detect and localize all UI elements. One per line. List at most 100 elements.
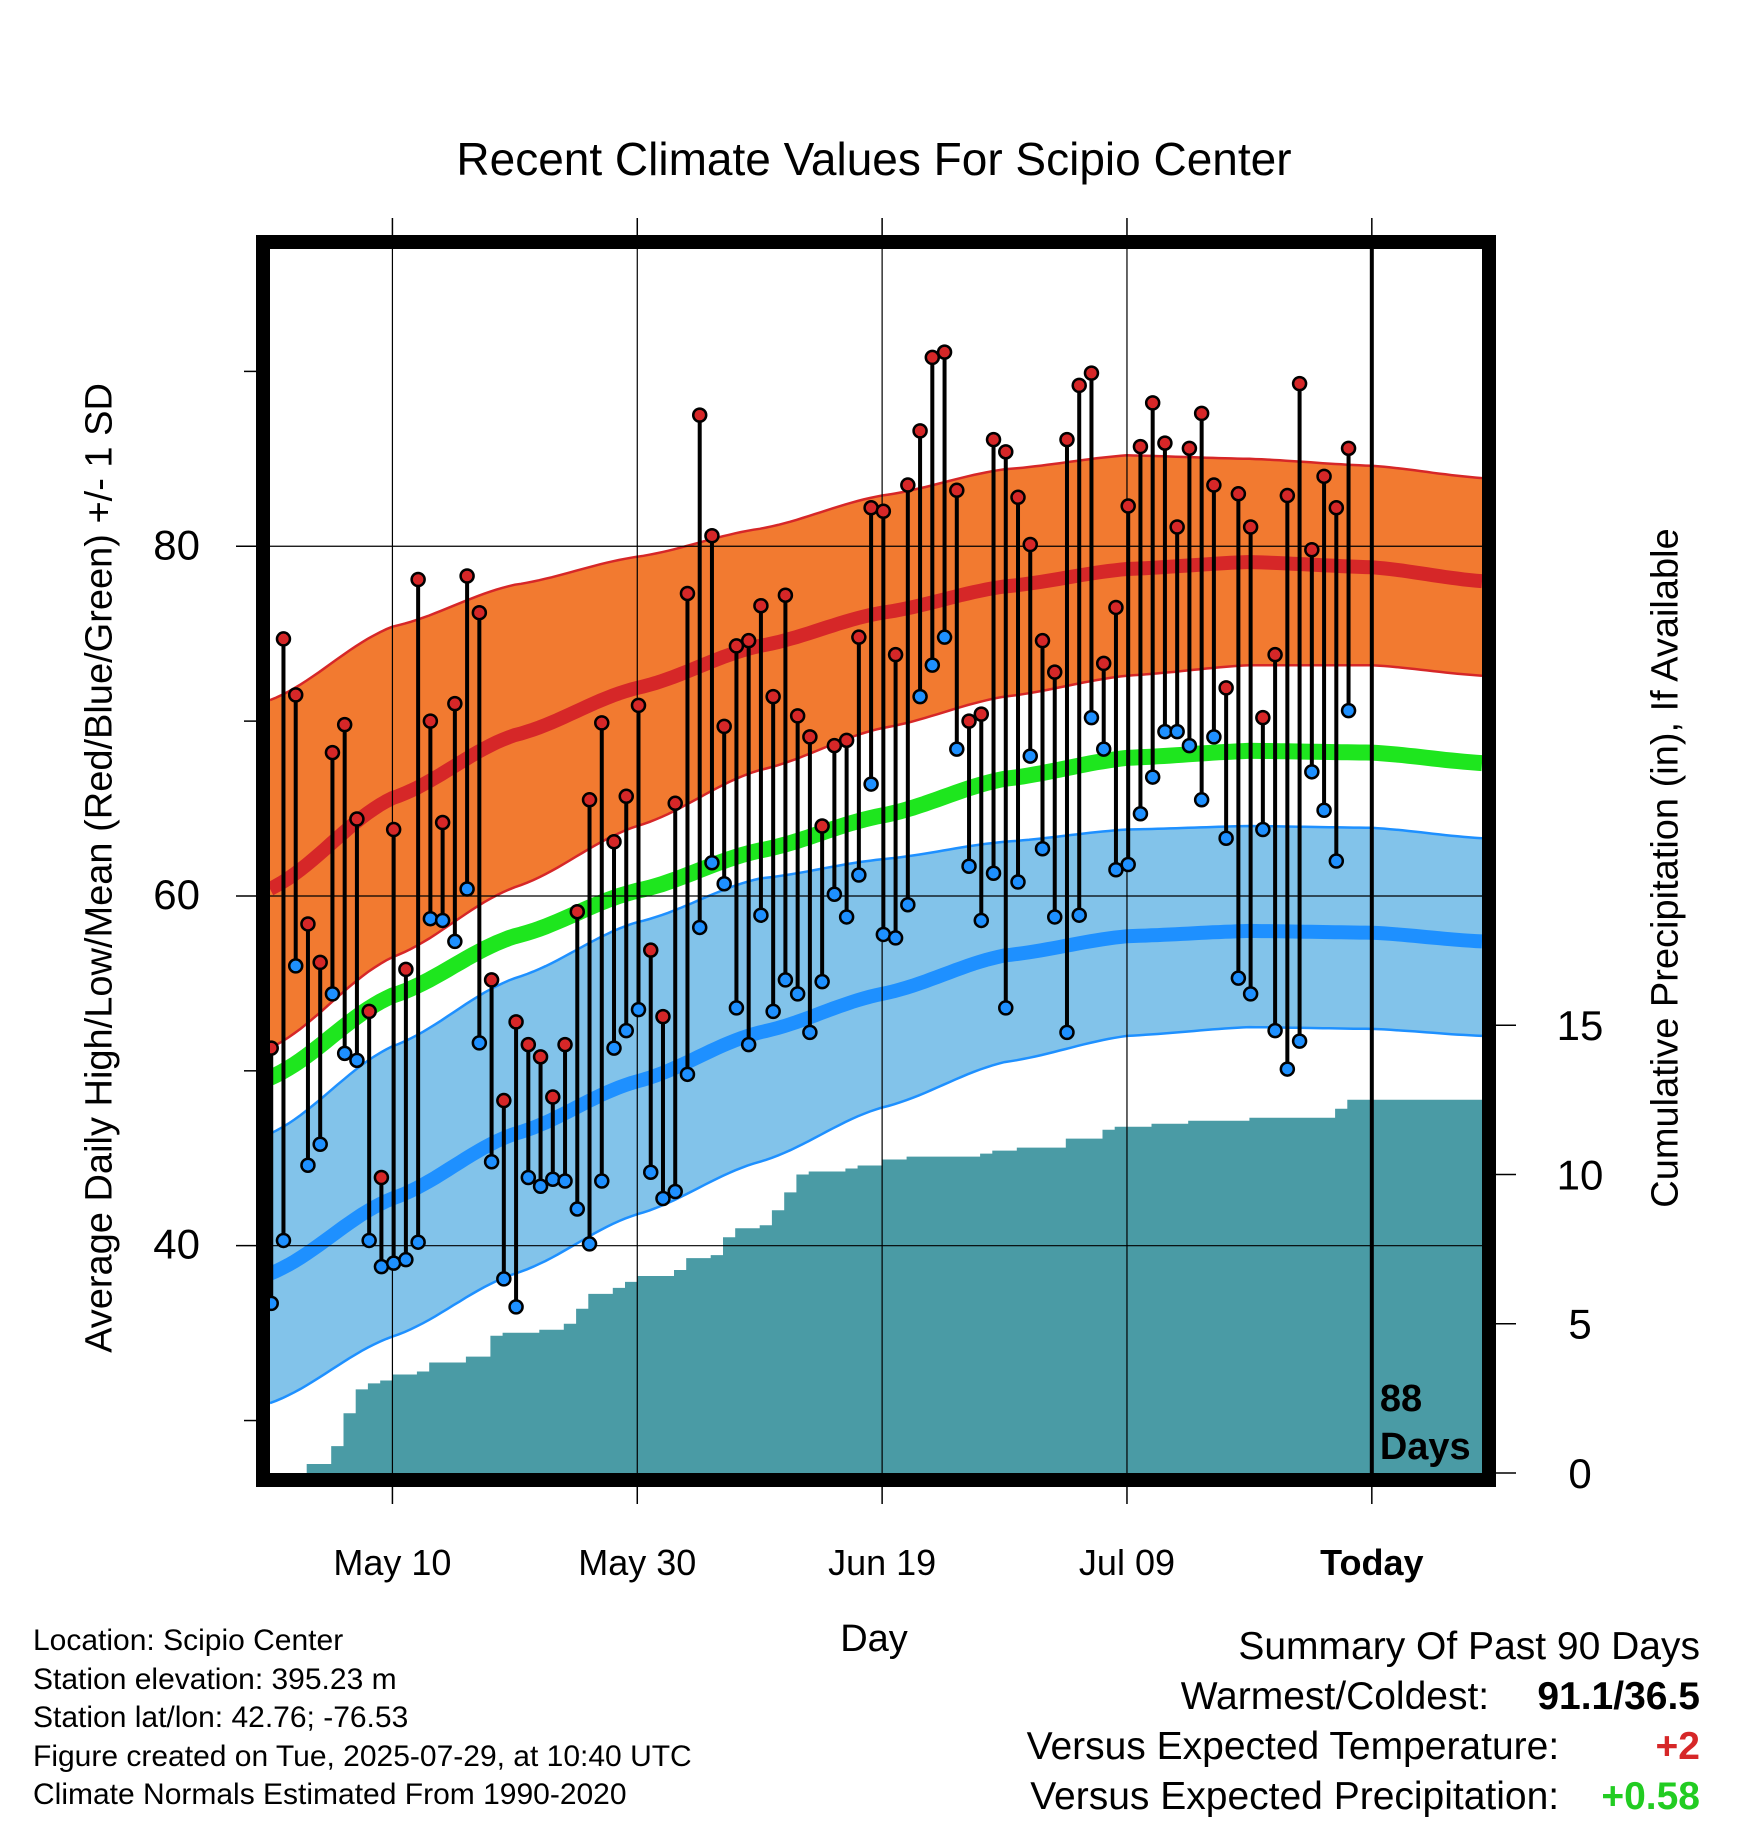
low-dot xyxy=(434,912,451,929)
high-dot xyxy=(998,444,1014,460)
high-dot xyxy=(1034,632,1051,649)
high-dot xyxy=(1291,375,1308,392)
y-axis-label-right: Cumulative Precipitation (in), If Availa… xyxy=(1644,528,1687,1208)
low-sd-band xyxy=(270,826,1482,1404)
low-dot xyxy=(985,865,1002,881)
low-dot xyxy=(361,1232,377,1249)
high-dot xyxy=(532,1049,549,1065)
high-dot xyxy=(802,729,818,745)
x-tick-label: Jun 19 xyxy=(828,1542,936,1583)
y-tick-label: 40 xyxy=(153,1221,200,1268)
high-dot xyxy=(1206,477,1222,493)
warm-cold-row: Warmest/Coldest: 91.1/36.5 xyxy=(1027,1672,1700,1722)
low-dot xyxy=(324,986,341,1002)
high-dot xyxy=(1328,500,1345,516)
daily-mean-line xyxy=(270,742,1482,1086)
low-dot xyxy=(789,986,806,1002)
high-dot xyxy=(336,716,353,733)
high-dot xyxy=(826,737,843,754)
low-dot xyxy=(1218,830,1234,847)
high-dot xyxy=(471,604,488,621)
low-dot xyxy=(373,1258,390,1275)
low-dot xyxy=(385,1255,402,1271)
low-dot xyxy=(765,1003,781,1020)
low-dot xyxy=(740,1036,757,1053)
high-dot xyxy=(863,500,879,516)
high-dot xyxy=(1316,468,1332,485)
daily-range-bars xyxy=(269,352,1351,1307)
low-dot xyxy=(851,867,867,883)
high-dot xyxy=(900,477,916,493)
summary-heading: Summary Of Past 90 Days xyxy=(1238,1625,1700,1668)
low-mean-line xyxy=(270,923,1482,1281)
low-dot xyxy=(667,1183,683,1200)
low-dot xyxy=(1206,729,1222,745)
high-dot xyxy=(1181,440,1198,457)
high-dot xyxy=(385,821,402,838)
x-axis-label: Day xyxy=(840,1618,908,1660)
precipitation-area xyxy=(270,1099,1482,1473)
high-dot xyxy=(1046,664,1063,680)
chart-title: Recent Climate Values For Scipio Center xyxy=(456,133,1292,185)
y-axis-label-left: Average Daily High/Low/Mean (Red/Blue/Gr… xyxy=(78,383,121,1353)
high-dot xyxy=(1279,487,1296,504)
high-dot xyxy=(1267,646,1283,663)
low-dot xyxy=(594,1173,610,1189)
high-dot xyxy=(691,407,708,423)
low-dot xyxy=(826,886,843,902)
high-dot xyxy=(1242,519,1259,535)
low-dot xyxy=(349,1052,365,1069)
normals-text: Climate Normals Estimated From 1990-2020 xyxy=(33,1778,627,1811)
high-sd-lower-edge xyxy=(270,663,1482,1050)
low-dot xyxy=(483,1154,500,1170)
high-dot xyxy=(777,587,794,603)
low-dot xyxy=(1034,841,1051,857)
summary-panel: Summary Of Past 90 Days Warmest/Coldest:… xyxy=(1027,1622,1700,1822)
low-dot xyxy=(716,875,732,892)
y-tick-label: 60 xyxy=(153,871,200,918)
high-dot xyxy=(838,732,855,749)
low-dot xyxy=(642,1164,659,1180)
high-dot xyxy=(581,792,598,808)
low-dot xyxy=(287,958,304,974)
high-dot xyxy=(851,629,867,645)
warm-cold-value: 91.1/36.5 xyxy=(1537,1675,1700,1718)
low-dot xyxy=(508,1299,524,1315)
x-tick-label: Today xyxy=(1320,1542,1423,1583)
low-dot xyxy=(753,907,769,923)
low-dot xyxy=(1010,874,1026,890)
high-dot xyxy=(1022,536,1039,553)
low-dot xyxy=(887,930,904,946)
low-dot xyxy=(312,1136,328,1153)
high-dot xyxy=(973,706,990,722)
precip-label: Versus Expected Precipitation: xyxy=(1030,1775,1560,1818)
days-word-label: Days xyxy=(1380,1426,1471,1468)
low-dot xyxy=(973,912,990,929)
low-dot xyxy=(1316,802,1332,819)
low-dot xyxy=(1059,1024,1075,1041)
low-dot xyxy=(520,1169,537,1186)
low-dot xyxy=(1108,861,1124,878)
high-dot xyxy=(1083,365,1100,381)
low-dot xyxy=(496,1271,512,1287)
low-dot xyxy=(630,1001,647,1018)
low-dot xyxy=(1267,1022,1283,1039)
high-dot xyxy=(1108,599,1124,616)
low-dot xyxy=(606,1040,622,1056)
precip-tick-label: 0 xyxy=(1568,1450,1591,1497)
high-dot xyxy=(679,585,696,602)
high-dot xyxy=(422,713,439,729)
low-dot xyxy=(1181,737,1198,754)
high-dot xyxy=(1218,680,1234,696)
high-dot xyxy=(789,708,806,724)
high-dot xyxy=(349,811,365,827)
high-dot xyxy=(667,795,683,812)
y-tick-label: 80 xyxy=(153,521,200,568)
x-tick-label: May 30 xyxy=(578,1542,696,1583)
low-dot xyxy=(1120,856,1136,873)
low-dot xyxy=(961,858,977,874)
high-dot xyxy=(398,961,414,978)
high-dot xyxy=(912,423,928,439)
high-dot xyxy=(1010,489,1026,506)
high-dot xyxy=(373,1169,390,1186)
